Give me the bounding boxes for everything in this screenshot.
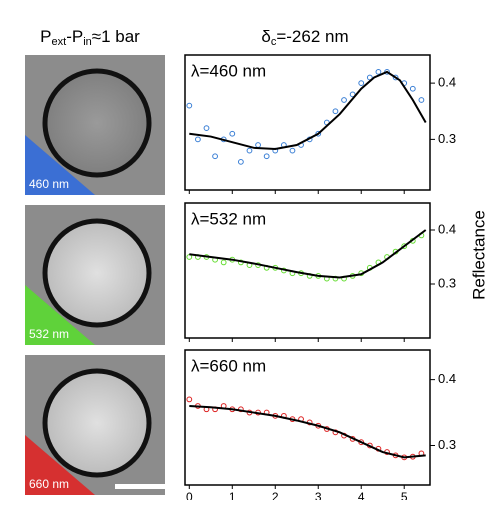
left-header: Pext-Pin≈1 bar — [40, 27, 140, 47]
bubble-ring — [42, 68, 152, 178]
fit-line — [189, 229, 427, 279]
x-tick-label: 5 — [401, 490, 408, 500]
data-point — [341, 97, 347, 103]
data-point — [375, 68, 382, 75]
y-tick-label: 0.3 — [438, 131, 456, 146]
x-tick-label: 0 — [186, 490, 193, 500]
y-axis-label: Reflectance — [469, 210, 488, 300]
data-point — [401, 243, 408, 250]
data-point — [315, 130, 322, 137]
y-tick-label: 0.4 — [438, 221, 456, 236]
panel-title: λ=532 nm — [191, 209, 266, 228]
data-point — [366, 74, 373, 81]
data-point — [212, 153, 218, 160]
x-tick-label: 4 — [358, 490, 365, 500]
data-point — [186, 396, 193, 403]
y-tick-label: 0.3 — [438, 275, 456, 290]
plot-frame — [184, 202, 431, 339]
x-tick-label: 3 — [315, 490, 322, 500]
data-point — [229, 130, 236, 137]
bubble-ring — [42, 368, 152, 478]
wavelength-label: 532 nm — [29, 327, 69, 341]
data-point — [194, 136, 201, 143]
data-point — [263, 153, 270, 160]
data-point — [349, 91, 356, 98]
panel-title: λ=660 nm — [191, 356, 266, 375]
right-header: δc=-262 nm — [261, 27, 348, 47]
wavelength-label: 460 nm — [29, 177, 69, 191]
bubble-ring — [42, 218, 152, 328]
wavelength-triangle — [25, 435, 95, 495]
data-point — [418, 97, 425, 103]
data-point — [332, 108, 339, 115]
data-point — [358, 439, 365, 446]
y-tick-label: 0.4 — [438, 75, 456, 90]
data-point — [246, 147, 253, 154]
scale-bar — [115, 484, 165, 489]
wavelength-triangle — [25, 135, 95, 195]
wavelength-triangle — [25, 285, 95, 345]
fit-line — [189, 70, 427, 150]
data-point — [409, 85, 416, 92]
y-tick-label: 0.4 — [438, 371, 456, 386]
data-point — [392, 74, 399, 81]
plot-frame — [184, 349, 431, 486]
data-point — [186, 102, 193, 109]
data-point — [237, 158, 244, 165]
data-point — [203, 125, 210, 132]
y-tick-label: 0.3 — [438, 437, 456, 452]
data-point — [358, 80, 365, 87]
data-point — [255, 142, 261, 148]
fit-line — [189, 404, 426, 459]
x-tick-label: 2 — [272, 490, 279, 500]
data-point — [289, 147, 296, 154]
wavelength-label: 660 nm — [29, 477, 69, 491]
x-tick-label: 1 — [229, 490, 236, 500]
data-point — [220, 259, 227, 266]
panel-title: λ=460 nm — [191, 61, 266, 80]
plot-frame — [184, 54, 431, 191]
